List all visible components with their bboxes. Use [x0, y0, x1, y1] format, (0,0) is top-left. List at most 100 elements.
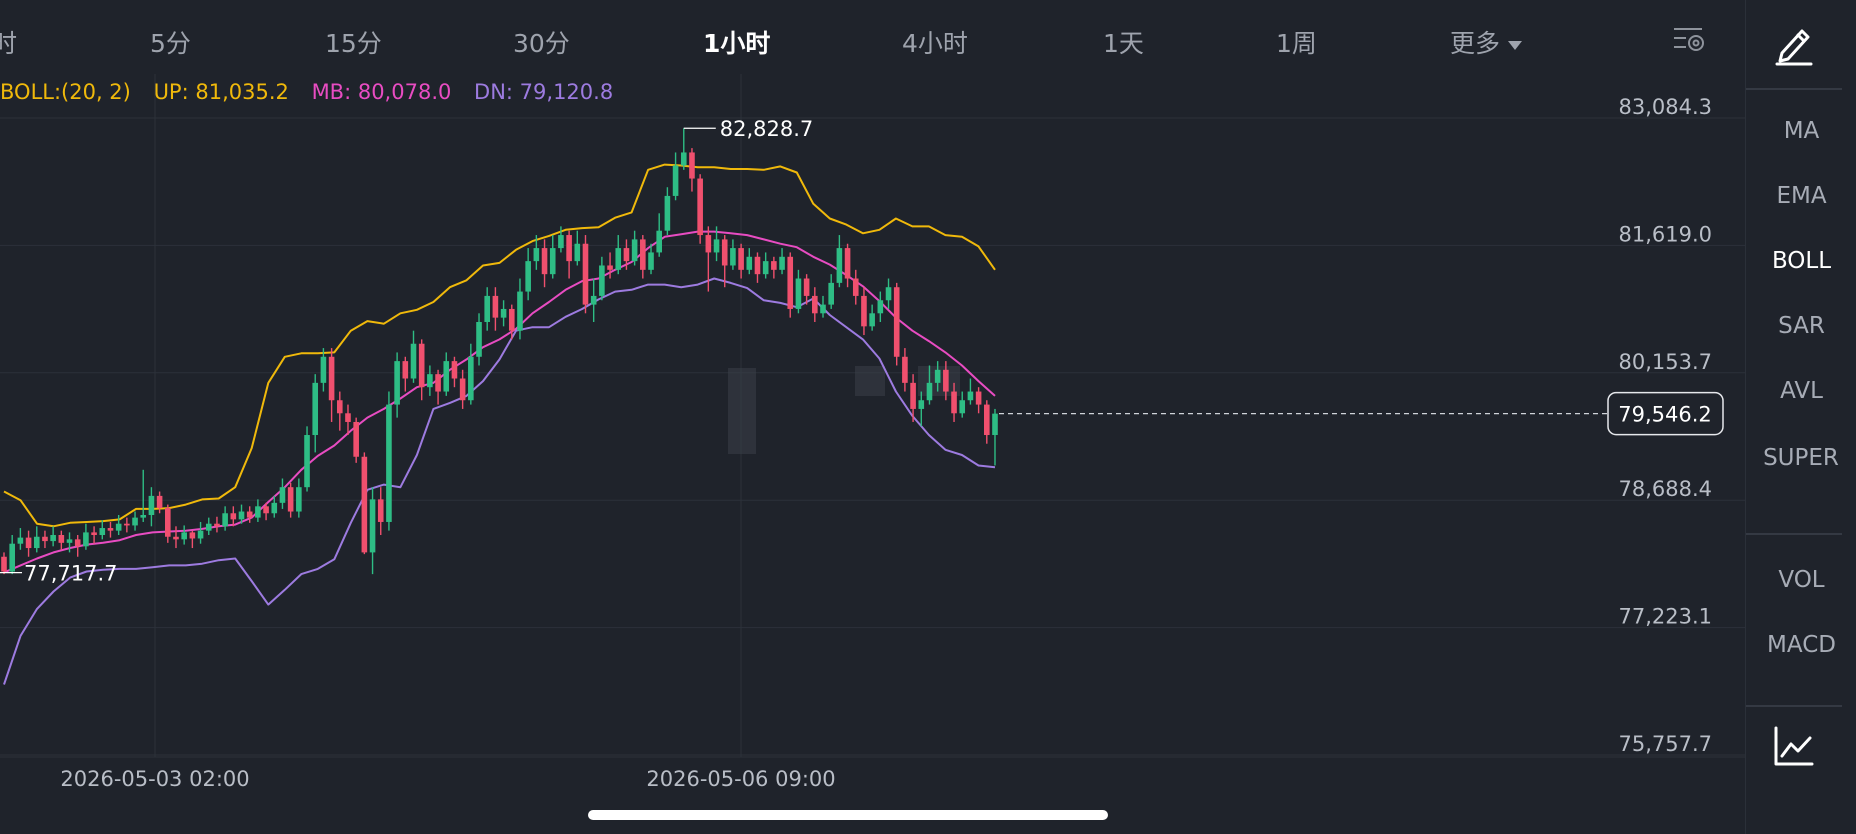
- candle-body: [25, 537, 32, 549]
- indicator-ema[interactable]: EMA: [1776, 183, 1827, 209]
- tab-4hour[interactable]: 4小时: [902, 29, 968, 58]
- candle: [9, 535, 15, 575]
- candle-body: [680, 152, 687, 166]
- candle: [66, 532, 73, 553]
- candle-body: [943, 369, 949, 392]
- tab-1week[interactable]: 1周: [1276, 29, 1317, 58]
- candle-body: [443, 361, 450, 392]
- tab-5min[interactable]: 5分: [150, 29, 191, 58]
- candle: [566, 230, 572, 279]
- candle-body: [353, 421, 359, 457]
- tab-30min[interactable]: 30分: [513, 29, 570, 58]
- candle-body: [99, 528, 106, 536]
- indicator-super[interactable]: SUPER: [1763, 445, 1839, 471]
- tab-more-label: 更多: [1450, 29, 1501, 58]
- candle-body: [910, 382, 916, 409]
- tab-15min[interactable]: 15分: [325, 29, 382, 58]
- candle-body: [869, 313, 875, 327]
- candle: [58, 530, 65, 550]
- candle-body: [672, 165, 679, 196]
- candle-body: [762, 261, 769, 275]
- candle-body: [369, 499, 376, 553]
- candle-body: [541, 248, 548, 275]
- candle: [918, 391, 925, 427]
- candle: [893, 282, 900, 366]
- candle: [746, 248, 753, 275]
- tab-more[interactable]: 更多: [1450, 24, 1523, 60]
- y-tick-label: 80,153.7: [1618, 350, 1712, 374]
- indicator-ma[interactable]: MA: [1783, 118, 1820, 144]
- x-tick-label: 2026-05-06 09:00: [646, 767, 835, 791]
- sidebar-divider: [1746, 705, 1842, 707]
- candle-body: [959, 400, 966, 414]
- boll-lower-line: [3, 277, 996, 685]
- candle-body: [156, 495, 163, 509]
- candle: [287, 482, 294, 518]
- candle-body: [992, 413, 998, 436]
- candle: [238, 504, 245, 524]
- candle-body: [246, 511, 253, 518]
- candle-body: [771, 261, 777, 270]
- candle-body: [50, 535, 56, 542]
- candle: [713, 226, 720, 262]
- candle-body: [877, 300, 884, 314]
- candle: [926, 365, 933, 405]
- y-tick-label: 77,223.1: [1618, 605, 1712, 629]
- candle: [869, 304, 875, 331]
- candle-body: [255, 506, 261, 518]
- candle: [296, 478, 302, 518]
- candle-body: [836, 248, 843, 283]
- legend-boll-up: UP: 81,035.2: [153, 80, 289, 104]
- price-chart[interactable]: 83,084.3 81,619.0 80,153.7 78,688.4 77,223.1…: [0, 74, 1745, 834]
- candle: [640, 235, 646, 279]
- indicator-sar[interactable]: SAR: [1778, 313, 1825, 339]
- indicator-macd[interactable]: MACD: [1767, 632, 1836, 658]
- candle-body: [304, 435, 310, 488]
- candle-body: [230, 513, 237, 520]
- candle: [967, 378, 974, 405]
- chart-line-icon[interactable]: [1773, 725, 1815, 767]
- candle: [312, 374, 319, 453]
- candle: [140, 469, 147, 522]
- candle-body: [607, 265, 613, 270]
- candle: [173, 526, 179, 549]
- interval-tabs: 时 5分 15分 30分 1小时 4小时 1天 1周 更多: [0, 0, 1745, 84]
- candle-body: [967, 391, 974, 401]
- candle-body: [984, 404, 990, 436]
- candle: [148, 487, 155, 527]
- min-price-label: 77,717.7: [24, 562, 118, 586]
- candle-body: [926, 382, 933, 401]
- candle: [607, 252, 613, 279]
- tab-1day[interactable]: 1天: [1103, 29, 1144, 58]
- candle: [107, 521, 114, 538]
- indicator-avl[interactable]: AVL: [1780, 378, 1823, 404]
- chart-settings-icon[interactable]: [1672, 22, 1706, 56]
- tab-1hour[interactable]: 1小时: [703, 29, 771, 58]
- candle-body: [336, 400, 343, 414]
- candle: [230, 506, 237, 527]
- candle: [255, 499, 261, 522]
- candle: [115, 515, 122, 536]
- indicator-boll[interactable]: BOLL: [1771, 248, 1832, 274]
- candle-body: [165, 508, 171, 537]
- candle-body: [435, 374, 441, 392]
- candle-body: [312, 382, 319, 436]
- legend-boll-params: BOLL:(20, 2): [0, 80, 131, 104]
- candle: [705, 226, 712, 292]
- tab-hour-partial[interactable]: 时: [0, 29, 18, 58]
- candle: [246, 506, 253, 523]
- y-tick-label: 83,084.3: [1618, 95, 1712, 119]
- candle: [500, 300, 507, 327]
- pencil-icon[interactable]: [1774, 22, 1814, 66]
- candle-body: [484, 295, 491, 322]
- candle-body: [861, 295, 867, 327]
- indicator-vol[interactable]: VOL: [1778, 567, 1825, 593]
- candle: [656, 213, 662, 257]
- candle-body: [533, 248, 540, 262]
- candle-body: [189, 532, 196, 539]
- candle: [271, 495, 278, 518]
- candle: [17, 528, 24, 550]
- candle: [492, 287, 499, 331]
- candle: [468, 343, 474, 405]
- candle-body: [975, 391, 982, 405]
